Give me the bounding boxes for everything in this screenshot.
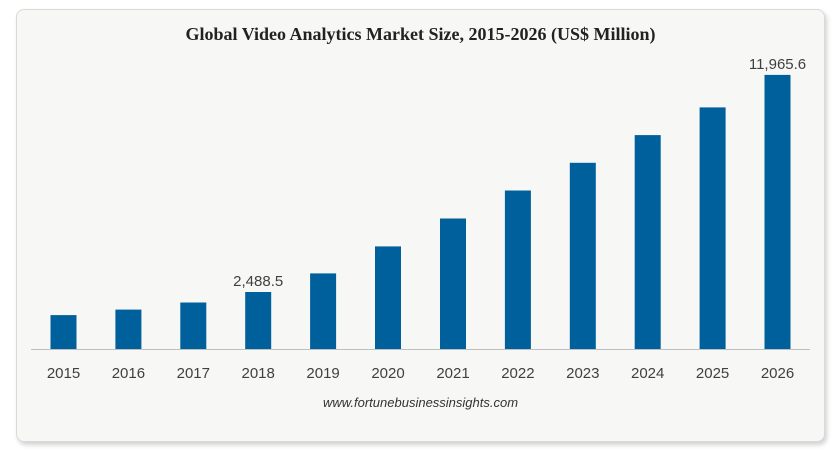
chart-title: Global Video Analytics Market Size, 2015… xyxy=(185,24,656,44)
bar-chart: 2015 2016 2017 2018 2,488.5 2019 2020 2021 2022 2… xyxy=(31,56,810,382)
bar-2024 xyxy=(634,135,661,349)
bar-2019 xyxy=(310,273,337,349)
x-tick-label-2022: 2022 xyxy=(501,365,534,382)
bar-2015 xyxy=(50,315,77,349)
x-tick-label-2026: 2026 xyxy=(761,365,794,382)
data-label-2018: 2,488.5 xyxy=(233,273,283,290)
x-tick-label-2017: 2017 xyxy=(177,365,210,382)
bar-2021 xyxy=(440,218,466,349)
x-tick-label-2016: 2016 xyxy=(112,365,145,382)
bar-2018 xyxy=(245,292,272,349)
x-tick-label-2018: 2018 xyxy=(242,365,275,382)
bar-2025 xyxy=(699,107,726,350)
x-tick-label-2019: 2019 xyxy=(306,365,339,382)
x-tick-label-2023: 2023 xyxy=(566,365,599,382)
bar-2022 xyxy=(504,190,531,349)
x-tick-label-2015: 2015 xyxy=(47,365,80,382)
bar-2023 xyxy=(569,162,596,349)
x-tick-label-2025: 2025 xyxy=(696,365,729,382)
x-tick-label-2021: 2021 xyxy=(436,365,469,382)
bar-2020 xyxy=(375,246,401,349)
bar-2026 xyxy=(764,74,791,350)
data-label-2026: 11,965.6 xyxy=(749,56,806,73)
x-tick-label-2020: 2020 xyxy=(371,365,404,382)
bar-2016 xyxy=(115,309,142,349)
chart-card: Global Video Analytics Market Size, 2015… xyxy=(16,9,825,442)
x-tick-label-2024: 2024 xyxy=(631,365,664,382)
bar-2017 xyxy=(180,302,207,349)
source-text: www.fortunebusinessinsights.com xyxy=(322,395,519,410)
